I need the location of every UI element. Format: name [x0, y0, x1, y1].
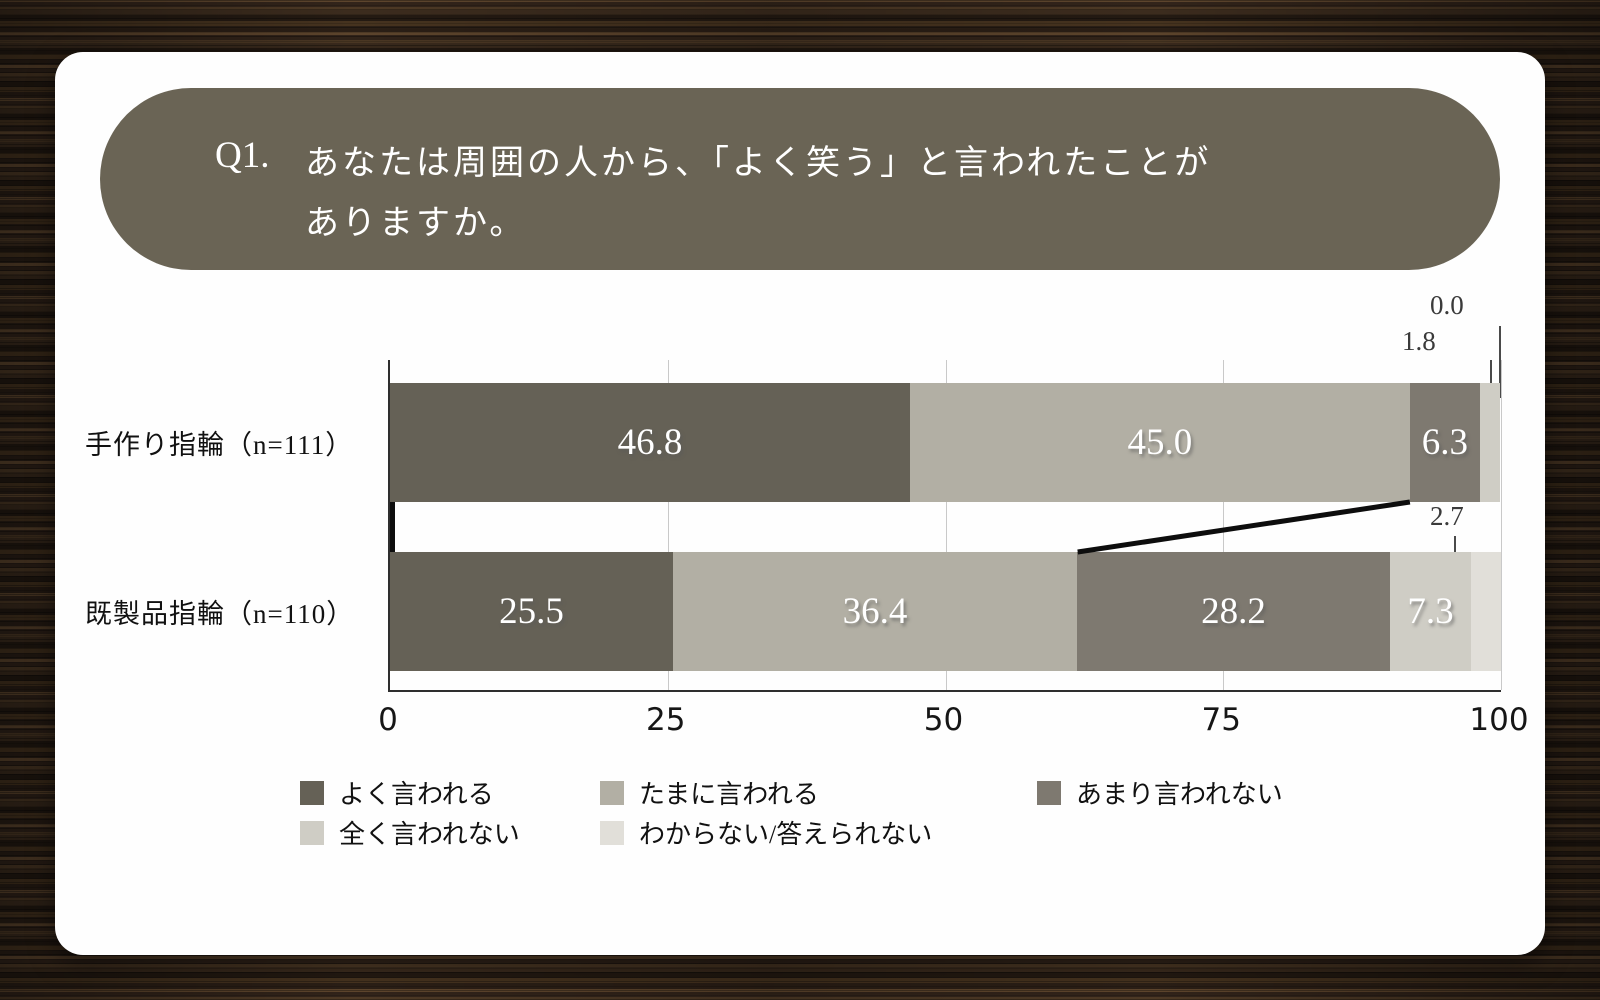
- segment-value-label: 36.4: [842, 591, 908, 632]
- legend-swatch: [600, 820, 624, 845]
- callout-value: 2.7: [1430, 501, 1464, 531]
- chart-card: Q1. あなたは周囲の人から、「よく笑う」と言われたことが ありますか。 0.0…: [55, 52, 1545, 955]
- callout-leader-line: [1490, 360, 1492, 400]
- callout-value: 1.8: [1402, 326, 1436, 356]
- gridline: [945, 360, 947, 690]
- legend-item: たまに言われる: [600, 774, 1037, 811]
- bar-segment: [1479, 383, 1500, 502]
- segment-value-label: 6.3: [1421, 422, 1468, 463]
- segment-value-label: 28.2: [1201, 591, 1266, 632]
- callout-label: 2.7: [1430, 501, 1464, 586]
- bar-segment: [1471, 552, 1501, 671]
- gridline: [667, 360, 669, 690]
- callout-label: 1.8: [1402, 326, 1492, 400]
- x-tick-label: 100: [1469, 702, 1529, 738]
- legend-item: よく言われる: [300, 774, 600, 811]
- question-banner: Q1. あなたは周囲の人から、「よく笑う」と言われたことが ありますか。: [100, 88, 1500, 270]
- legend-swatch: [300, 780, 324, 805]
- x-tick-label: 25: [646, 702, 686, 738]
- legend-label: あまり言われない: [1076, 780, 1283, 809]
- legend-label: わからない/答えられない: [639, 820, 933, 849]
- legend-label: よく言われる: [339, 780, 494, 809]
- connector-line: [1077, 499, 1411, 555]
- callout-value: 0.0: [1430, 290, 1464, 320]
- question-number: Q1.: [215, 135, 270, 176]
- question-line-1: あなたは周囲の人から、「よく笑う」と言われたことが: [305, 145, 1212, 182]
- callout-label: 0.0: [1430, 290, 1501, 398]
- plot-area: 0.0 1.8 2.7 46.8 45.0 6.3 25.5 36.4 28.2 7.3: [388, 290, 1502, 692]
- bar-segment: 28.2: [1077, 552, 1391, 671]
- legend-item: 全く言われない: [300, 814, 600, 851]
- legend: よく言われる たまに言われる あまり言われない全く言われない わからない/答えられない: [300, 774, 1283, 851]
- bar-segment: 7.3: [1390, 552, 1472, 671]
- bar-segment: 36.4: [673, 552, 1078, 671]
- segment-value-label: 7.3: [1407, 591, 1454, 632]
- legend-label: 全く言われない: [339, 820, 520, 849]
- x-tick-label: 0: [378, 702, 398, 738]
- legend-label: たまに言われる: [639, 780, 819, 809]
- x-tick-label: 50: [923, 702, 964, 738]
- legend-swatch: [300, 820, 324, 845]
- gridline: [1501, 360, 1502, 690]
- question-text: あなたは周囲の人から、「よく笑う」と言われたことが ありますか。: [305, 134, 1211, 254]
- category-label: 手作り指輪（n=111）: [85, 430, 354, 460]
- question-line-2: ありますか。: [305, 205, 527, 242]
- legend-item: あまり言われない: [1037, 774, 1283, 811]
- bar-row: 46.8 45.0 6.3: [390, 383, 1501, 502]
- segment-value-label: 25.5: [499, 591, 564, 632]
- segment-value-label: 46.8: [617, 422, 683, 463]
- bar-segment: 46.8: [390, 383, 910, 502]
- callout-leader-line: [1499, 326, 1501, 398]
- segment-value-label: 45.0: [1127, 422, 1193, 463]
- legend-item: わからない/答えられない: [600, 814, 1037, 851]
- legend-swatch: [1037, 780, 1061, 805]
- bar-segment: 6.3: [1409, 383, 1480, 502]
- x-tick-label: 75: [1201, 702, 1241, 738]
- legend-swatch: [600, 780, 624, 805]
- bar-row: 25.5 36.4 28.2 7.3: [390, 552, 1501, 671]
- bar-segment: 25.5: [390, 552, 674, 671]
- category-label: 既製品指輪（n=110）: [85, 599, 355, 629]
- bar-segment: 45.0: [909, 383, 1410, 502]
